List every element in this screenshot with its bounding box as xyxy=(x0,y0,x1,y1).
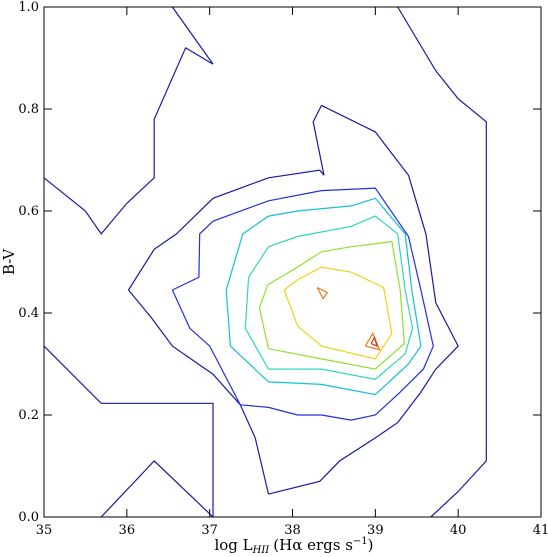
x-tick-label: 38 xyxy=(284,523,301,538)
contour-level-5-line-8 xyxy=(258,240,405,370)
contour-level-1-line-0 xyxy=(43,6,214,235)
x-axis-label: log LHII (Hα ergs s−1) xyxy=(214,536,373,556)
x-axis-label-subscript: HII xyxy=(252,545,271,556)
contour-level-6-line-9 xyxy=(283,266,393,360)
contour-level-3-line-6 xyxy=(225,197,422,396)
x-tick-label: 36 xyxy=(119,523,136,538)
contour-level-7-line-10 xyxy=(316,286,329,300)
contour-level-1-line-4 xyxy=(127,104,459,495)
x-axis-label-exponent: −1 xyxy=(353,536,368,547)
contour-lines xyxy=(43,6,487,518)
y-tick-label: 1.0 xyxy=(18,0,39,15)
contour-level-2-line-5 xyxy=(171,187,434,421)
x-tick-label: 41 xyxy=(533,523,548,538)
x-tick-label: 37 xyxy=(201,523,218,538)
x-axis-label-paren: (Hα ergs s xyxy=(273,536,353,554)
contour-level-8-line-12 xyxy=(370,335,378,348)
y-tick-label: 0.6 xyxy=(18,204,39,219)
plot-frame xyxy=(43,6,542,518)
x-axis-ticks: 35 36 37 38 39 40 41 xyxy=(36,7,548,538)
y-tick-label: 0.8 xyxy=(18,102,39,117)
y-tick-label: 0.2 xyxy=(18,408,39,423)
contour-level-1-line-2 xyxy=(43,345,214,517)
contour-level-1-line-3 xyxy=(100,460,214,518)
contour-level-4-line-7 xyxy=(244,215,414,380)
x-tick-label: 40 xyxy=(450,523,467,538)
x-axis-label-close: ) xyxy=(368,536,374,554)
y-tick-label: 0.4 xyxy=(18,306,39,321)
y-tick-label: 0.0 xyxy=(18,510,39,525)
y-axis-ticks: 0.0 0.2 0.4 0.6 0.8 1.0 xyxy=(18,0,541,525)
x-tick-label: 39 xyxy=(367,523,384,538)
y-axis-label: B-V xyxy=(0,248,18,275)
contour-level-1-line-1 xyxy=(397,6,487,518)
x-tick-label: 35 xyxy=(36,523,53,538)
